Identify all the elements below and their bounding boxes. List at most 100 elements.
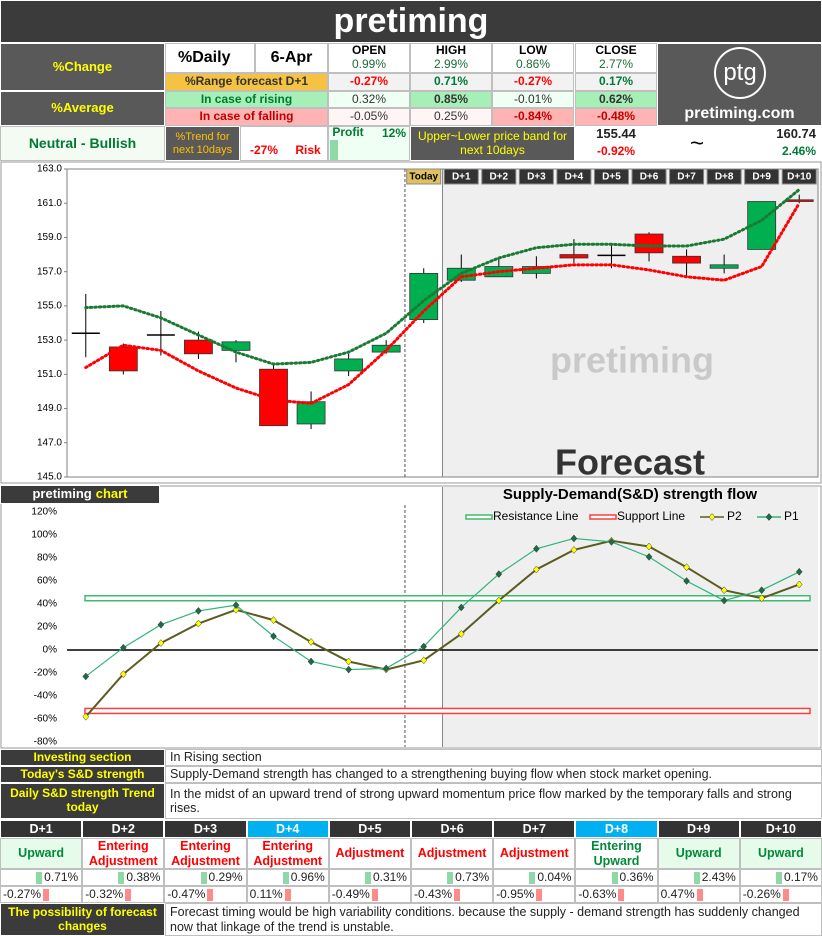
legend-label: Support Line (617, 509, 685, 523)
x-tick-label: D+3 (527, 172, 546, 183)
down-bar (43, 888, 50, 901)
signal: Entering Adjustment (164, 838, 247, 869)
outlook: Neutral - Bullish (0, 126, 165, 161)
marker (533, 544, 540, 553)
marker (232, 605, 240, 614)
up-value: 0.17% (783, 869, 818, 884)
section-text: Supply-Demand strength has changed to a … (165, 766, 822, 783)
day-box (556, 168, 592, 185)
watermark: pretiming (550, 340, 714, 381)
candle-body (559, 254, 589, 259)
risk-panel (240, 126, 328, 161)
down-cell: -0.43% (411, 886, 494, 903)
down-cell: -0.32% (82, 886, 165, 903)
up-value: 0.73% (455, 869, 490, 884)
y-tick-label: 149.0 (37, 403, 62, 414)
x-tick-label: D+8 (715, 172, 734, 183)
chart-badge: pretiming chart (0, 485, 160, 504)
day-header: D+3 (164, 820, 247, 838)
up-value: 0.38% (126, 869, 161, 884)
marker (119, 643, 127, 652)
day-box (744, 168, 780, 185)
up-bar (529, 871, 536, 884)
band-lower: 155.44 (596, 126, 636, 142)
legend-icon (708, 513, 716, 521)
marker (307, 657, 315, 666)
down-value: 0.11% (249, 886, 283, 901)
day-header: D+1 (0, 820, 83, 838)
candle-body (672, 255, 701, 264)
section-text: In Rising section (165, 749, 822, 766)
marker (495, 570, 503, 578)
up-value: 0.36% (619, 869, 654, 884)
down-bar (536, 888, 543, 901)
day-header: D+8 (575, 820, 658, 838)
signal: Adjustment (411, 838, 494, 869)
marker (157, 620, 165, 629)
marker (82, 672, 90, 681)
legend-label: P1 (784, 509, 799, 523)
y-tick-label: -80% (34, 737, 57, 748)
day-box (481, 168, 517, 185)
badge-accent: chart (95, 486, 128, 502)
up-bar (36, 871, 43, 884)
up-cell: 0.38% (82, 869, 165, 886)
up-bar (447, 871, 454, 884)
candle-body (709, 264, 739, 269)
down-cell: -0.27% (0, 886, 83, 903)
down-bar (782, 888, 789, 901)
badge-text: pretiming (32, 486, 92, 502)
up-bar (775, 871, 782, 884)
down-value: -0.43% (414, 886, 453, 901)
marker (683, 563, 690, 572)
legend-icon (589, 514, 617, 520)
down-bar (125, 888, 132, 901)
risk-label: Risk (295, 143, 321, 158)
marker (195, 607, 202, 615)
y-tick-label: 60% (37, 576, 57, 587)
range-value: 0.71% (410, 73, 492, 91)
title: pretiming (0, 0, 822, 43)
day-box (443, 168, 479, 185)
marker (795, 580, 803, 589)
chart-title: Supply-Demand(S&D) strength flow (503, 486, 757, 503)
down-cell: -0.63% (575, 886, 658, 903)
marker (157, 639, 165, 647)
rising-value: -0.01% (492, 91, 574, 108)
y-tick-label: 155.0 (37, 301, 62, 312)
marker (683, 577, 690, 585)
x-tick-label: D+9 (752, 172, 771, 183)
marker (420, 642, 428, 651)
marker (795, 567, 803, 576)
column-header: OPEN (328, 43, 410, 58)
up-cell: 0.71% (0, 869, 83, 886)
y-tick-label: 163.0 (37, 164, 62, 175)
candle-body (108, 346, 138, 372)
series-line (85, 539, 800, 718)
day-header: D+4 (246, 820, 329, 838)
signal: Adjustment (493, 838, 576, 869)
marker (645, 552, 653, 561)
marker (570, 534, 578, 543)
marker (195, 619, 202, 628)
range-label: %Range forecast D+1 (165, 73, 328, 91)
down-cell: 0.47% (657, 886, 740, 903)
day-header: D+6 (411, 820, 494, 838)
x-tick-label: Today (409, 172, 438, 183)
band-label: Upper~Lower price band for next 10days (410, 126, 575, 161)
marker (457, 630, 465, 638)
marker (345, 665, 352, 674)
band-upper: 160.74 (776, 126, 816, 142)
section-label: Investing section (0, 749, 165, 766)
up-cell: 2.43% (657, 869, 740, 886)
day-box (406, 168, 442, 185)
daily-value: 0.86% (492, 58, 574, 73)
day-box (669, 168, 705, 185)
section-text: In the midst of an upward trend of stron… (165, 783, 822, 819)
down-value: -0.49% (331, 886, 370, 901)
down-bar (284, 888, 291, 901)
y-tick-label: 153.0 (37, 335, 62, 346)
down-cell: 0.11% (246, 886, 329, 903)
marker (758, 586, 766, 595)
day-box (631, 168, 667, 185)
